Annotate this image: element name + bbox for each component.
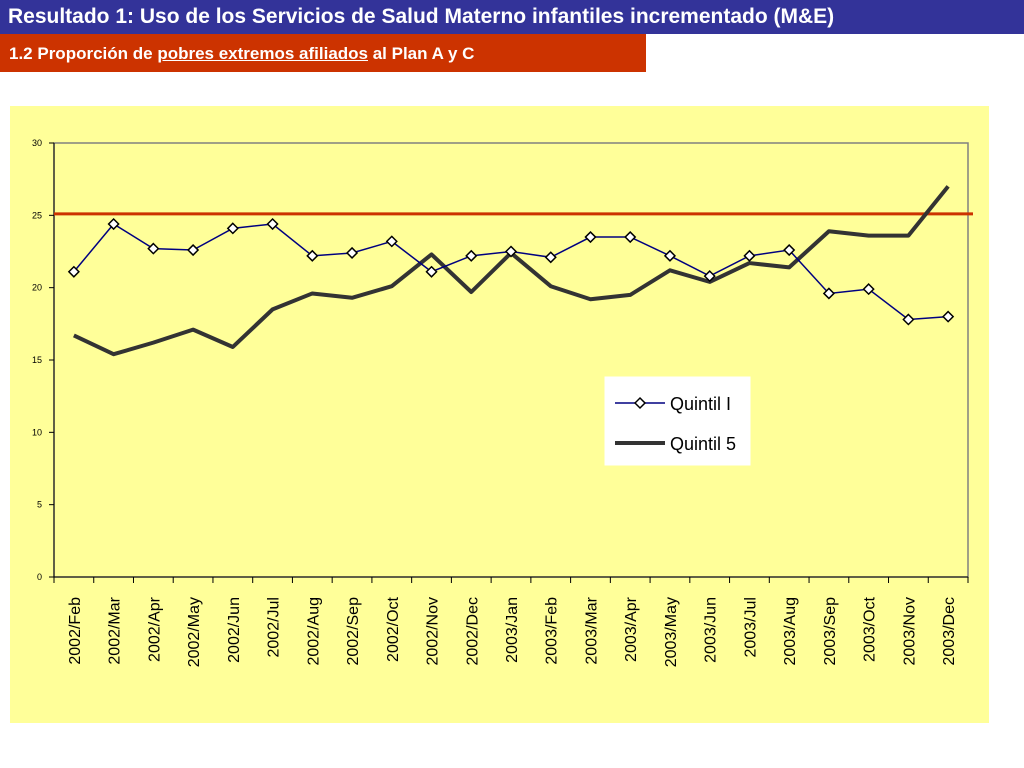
- x-tick-label: 2002/Aug: [305, 597, 322, 666]
- y-tick-label: 15: [32, 355, 42, 365]
- data-point-quintil-1: [504, 245, 518, 258]
- x-tick-label: 2002/Dec: [464, 597, 481, 666]
- data-point-quintil-1: [862, 283, 875, 296]
- y-tick-label: 30: [32, 138, 42, 148]
- data-point-quintil-1: [703, 270, 716, 283]
- legend-box: [604, 376, 751, 466]
- data-point-quintil-1: [942, 310, 955, 323]
- x-tick-label: 2003/Dec: [941, 597, 958, 666]
- x-tick-label: 2002/Apr: [146, 596, 163, 662]
- x-tick-label: 2003/Jan: [504, 597, 521, 663]
- x-tick-label: 2002/May: [186, 597, 203, 667]
- chart-panel: [10, 106, 989, 723]
- slide-subtitle: 1.2 Proporción de pobres extremos afilia…: [0, 34, 646, 72]
- data-point-quintil-1: [663, 249, 677, 262]
- data-point-quintil-1: [584, 230, 597, 244]
- x-tick-label: 2003/Jul: [742, 597, 759, 658]
- data-point-quintil-1: [902, 313, 915, 326]
- y-tick-label: 5: [37, 500, 42, 510]
- data-point-quintil-1: [385, 235, 398, 248]
- x-tick-label: 2003/Jun: [703, 597, 720, 663]
- data-point-quintil-1: [425, 265, 438, 278]
- data-point-quintil-1: [226, 222, 239, 235]
- x-tick-label: 2002/Feb: [67, 597, 84, 665]
- y-tick-label: 10: [32, 427, 42, 437]
- data-point-quintil-1: [822, 287, 835, 300]
- x-tick-label: 2002/Oct: [385, 596, 402, 661]
- series-line-quintil-1: [73, 223, 949, 321]
- data-point-quintil-1: [306, 249, 319, 262]
- x-tick-label: 2002/Sep: [345, 597, 362, 666]
- legend-label-quintil-1: Quintil I: [670, 394, 731, 414]
- x-tick-label: 2002/Jul: [266, 597, 283, 658]
- y-tick-label: 25: [32, 210, 42, 220]
- data-point-quintil-1: [624, 230, 637, 244]
- y-tick-label: 20: [32, 283, 42, 293]
- x-tick-label: 2003/Nov: [901, 597, 918, 666]
- x-tick-label: 2003/May: [663, 597, 680, 667]
- data-point-quintil-1: [266, 217, 279, 231]
- data-point-quintil-1: [544, 251, 557, 264]
- data-point-quintil-1: [783, 243, 796, 257]
- data-point-quintil-1: [345, 246, 359, 260]
- data-point-quintil-1: [743, 249, 756, 262]
- subtitle-underlined: pobres extremos afiliados: [157, 44, 368, 63]
- legend-label-quintil-5: Quintil 5: [670, 434, 736, 454]
- data-point-quintil-1: [187, 243, 200, 257]
- data-point-quintil-1: [67, 265, 80, 278]
- x-tick-label: 2003/Aug: [782, 597, 799, 666]
- x-tick-label: 2003/Sep: [822, 597, 839, 666]
- series-line-quintil-5: [73, 185, 950, 357]
- slide-title: Resultado 1: Uso de los Servicios de Sal…: [0, 0, 1024, 34]
- data-point-quintil-1: [465, 249, 478, 262]
- x-tick-label: 2002/Jun: [226, 597, 243, 663]
- subtitle-prefix: 1.2 Proporción de: [9, 44, 158, 63]
- x-tick-label: 2003/Mar: [583, 596, 600, 664]
- plot-area-frame: [53, 142, 969, 578]
- legend-marker-quintil-1: [633, 396, 647, 410]
- y-tick-label: 0: [37, 572, 42, 582]
- subtitle-suffix: al Plan A y C: [368, 44, 475, 63]
- data-point-quintil-1: [147, 242, 160, 255]
- x-tick-label: 2003/Feb: [544, 597, 561, 665]
- x-tick-label: 2002/Nov: [425, 597, 442, 666]
- x-tick-label: 2003/Apr: [623, 596, 640, 662]
- x-tick-label: 2002/Mar: [107, 596, 124, 664]
- data-point-quintil-1: [107, 217, 120, 231]
- x-tick-label: 2003/Oct: [862, 596, 879, 661]
